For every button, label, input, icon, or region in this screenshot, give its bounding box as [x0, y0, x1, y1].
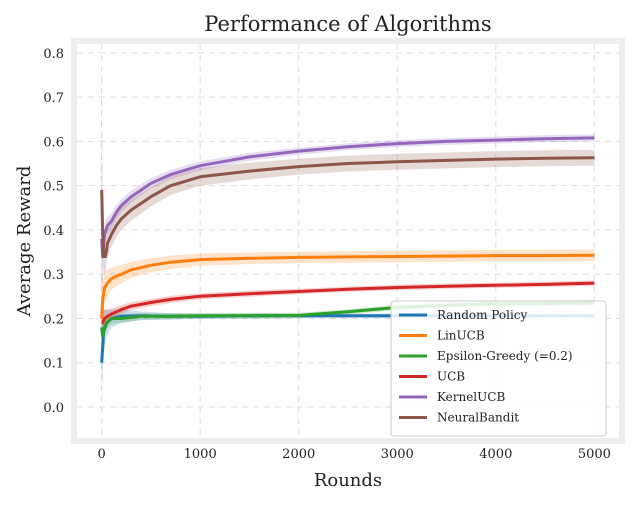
x-tick-label: 5000: [578, 447, 611, 462]
x-tick-label: 0: [97, 447, 105, 462]
series-line-neuralbandit: [100, 156, 595, 258]
series-line-ucb: [101, 281, 595, 325]
legend: Random Policy LinUCB Epsilon-Greedy (=0.2)…: [390, 300, 607, 437]
legend-box: [390, 300, 607, 437]
y-tick-label: 0.8: [43, 47, 64, 62]
series-line-kernelucb: [100, 136, 595, 258]
y-tick-label: 0.6: [43, 135, 64, 150]
chart-title: Performance of Algorithms: [204, 12, 491, 36]
band-random-policy: [101, 309, 595, 399]
y-tick-label: 0.7: [43, 91, 64, 106]
legend-label-epsilon-greedy-0-2: Epsilon-Greedy (=0.2): [437, 349, 573, 363]
x-axis-label: Rounds: [314, 470, 382, 491]
legend-label-kernelucb: KernelUCB: [437, 390, 505, 404]
y-tick-label: 0.1: [43, 357, 64, 372]
x-tick-label: 3000: [381, 447, 414, 462]
band-linucb: [101, 249, 595, 363]
y-tick-label: 0.2: [43, 312, 64, 327]
legend-label-linucb: LinUCB: [437, 329, 485, 343]
y-axis-label: Average Reward: [14, 166, 35, 318]
x-tick-label: 2000: [282, 447, 315, 462]
y-tick-label: 0.4: [43, 224, 64, 239]
x-tick-label: 4000: [479, 447, 512, 462]
y-tick-label: 0.3: [43, 268, 64, 283]
y-tick-label: 0.5: [43, 180, 64, 195]
series-line-linucb: [100, 253, 595, 319]
y-tick-label: 0.0: [43, 401, 64, 416]
legend-label-neuralbandit: NeuralBandit: [437, 411, 519, 425]
x-tick-label: 1000: [184, 447, 217, 462]
legend-label-random-policy: Random Policy: [437, 308, 528, 322]
legend-label-ucb: UCB: [437, 370, 465, 384]
tick-labels: 0 1000 2000 3000 4000 5000 0.0 0.1 0.2 0.3 0.4 0.5 0…: [43, 47, 611, 462]
